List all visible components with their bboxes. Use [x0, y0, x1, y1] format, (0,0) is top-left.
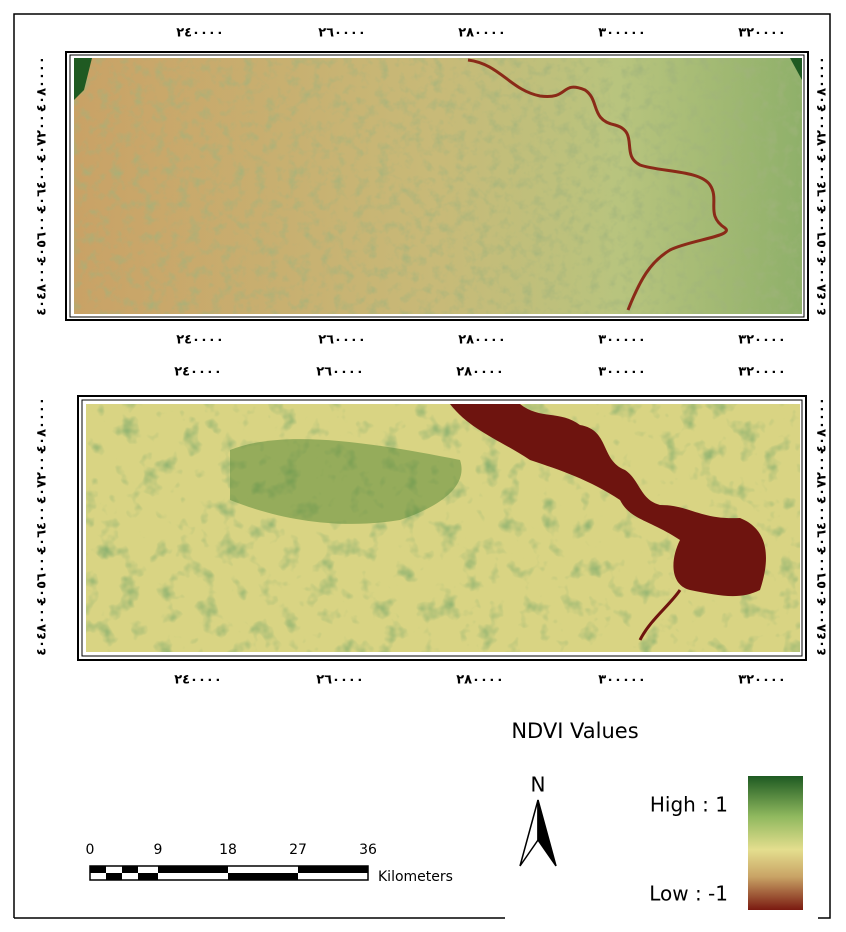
- y-tick-label: ٤٠٤٨٠٠٠: [35, 260, 50, 316]
- y-tick-label: ٤٠٨٠٠٠٠: [35, 397, 50, 453]
- y-tick-label: ٤٠٦٤٠٠٠: [815, 157, 830, 213]
- y-tick-label: ٤٠٦٤٠٠٠: [35, 157, 50, 213]
- legend-title: NDVI Values: [511, 719, 638, 743]
- map-frame: [81, 399, 803, 657]
- x-tick-label: ٢٨٠٠٠٠: [458, 333, 506, 348]
- scale-tick-label: 9: [154, 842, 163, 858]
- x-tick-label: ٢٦٠٠٠٠: [316, 673, 364, 688]
- x-tick-label: ٣٢٠٠٠٠: [738, 673, 786, 688]
- x-tick-label: ٣٢٠٠٠٠: [738, 26, 786, 41]
- ndvi-patch: [74, 58, 92, 100]
- ndvi-patch: [790, 58, 802, 80]
- lake: [450, 404, 766, 597]
- x-tick-label: ٣٠٠٠٠٠: [598, 26, 646, 41]
- x-tick-label: ٢٨٠٠٠٠: [458, 26, 506, 41]
- x-tick-label: ٣٠٠٠٠٠: [598, 333, 646, 348]
- x-tick-label: ٢٤٠٠٠٠: [174, 365, 222, 380]
- scale-tick-label: 27: [289, 842, 307, 858]
- river: [638, 589, 682, 641]
- ndvi-texture: [74, 58, 802, 314]
- x-tick-label: ٣٢٠٠٠٠: [738, 365, 786, 380]
- y-tick-label: ٤٠٤٨٠٠٠: [815, 600, 830, 656]
- x-tick-label: ٢٨٠٠٠٠: [456, 673, 504, 688]
- y-tick-label: ٤٠٥٦٠٠٠: [35, 549, 50, 605]
- y-tick-label: ٤٠٦٤٠٠٠: [35, 498, 50, 554]
- page-border: [13, 13, 831, 919]
- y-tick-label: ٤٠٧٢٠٠٠: [35, 106, 50, 162]
- north-arrow: [519, 799, 539, 867]
- x-tick-label: ٣٢٠٠٠٠: [738, 333, 786, 348]
- x-tick-label: ٢٨٠٠٠٠: [456, 365, 504, 380]
- scale-tick-label: 18: [219, 842, 237, 858]
- x-tick-label: ٢٤٠٠٠٠: [174, 673, 222, 688]
- legend-ramp: [748, 776, 803, 910]
- x-tick-label: ٣٠٠٠٠٠: [598, 365, 646, 380]
- x-tick-label: ٢٤٠٠٠٠: [176, 26, 224, 41]
- y-tick-label: ٤٠٨٠٠٠٠: [815, 56, 830, 112]
- scale-tick-label: 0: [86, 842, 95, 858]
- y-tick-label: ٤٠٧٢٠٠٠: [815, 448, 830, 504]
- x-tick-label: ٢٦٠٠٠٠: [316, 365, 364, 380]
- vegetation: [230, 439, 462, 524]
- river: [467, 58, 728, 311]
- x-tick-label: ٢٦٠٠٠٠: [318, 333, 366, 348]
- x-tick-label: ٢٤٠٠٠٠: [176, 333, 224, 348]
- legend-high: High : 1: [650, 793, 728, 817]
- y-tick-label: ٤٠٤٨٠٠٠: [815, 260, 830, 316]
- y-tick-label: ٤٠٧٢٠٠٠: [35, 448, 50, 504]
- scale-tick-label: 36: [359, 842, 377, 858]
- y-tick-label: ٤٠٨٠٠٠٠: [815, 397, 830, 453]
- x-tick-label: ٢٦٠٠٠٠: [318, 26, 366, 41]
- map-frame: [69, 54, 805, 318]
- x-tick-label: ٣٠٠٠٠٠: [598, 673, 646, 688]
- y-tick-label: ٤٠٦٤٠٠٠: [815, 498, 830, 554]
- scale-bar: [89, 865, 369, 881]
- scale-unit: Kilometers: [378, 869, 453, 885]
- y-tick-label: ٤٠٨٠٠٠٠: [35, 56, 50, 112]
- legend-low: Low : -1: [649, 882, 728, 906]
- north-label: N: [531, 773, 546, 797]
- y-tick-label: ٤٠٥٦٠٠٠: [815, 549, 830, 605]
- north-arrow: [537, 799, 557, 867]
- y-tick-label: ٤٠٥٦٠٠٠: [815, 208, 830, 264]
- y-tick-label: ٤٠٥٦٠٠٠: [35, 208, 50, 264]
- y-tick-label: ٤٠٤٨٠٠٠: [35, 600, 50, 656]
- y-tick-label: ٤٠٧٢٠٠٠: [815, 106, 830, 162]
